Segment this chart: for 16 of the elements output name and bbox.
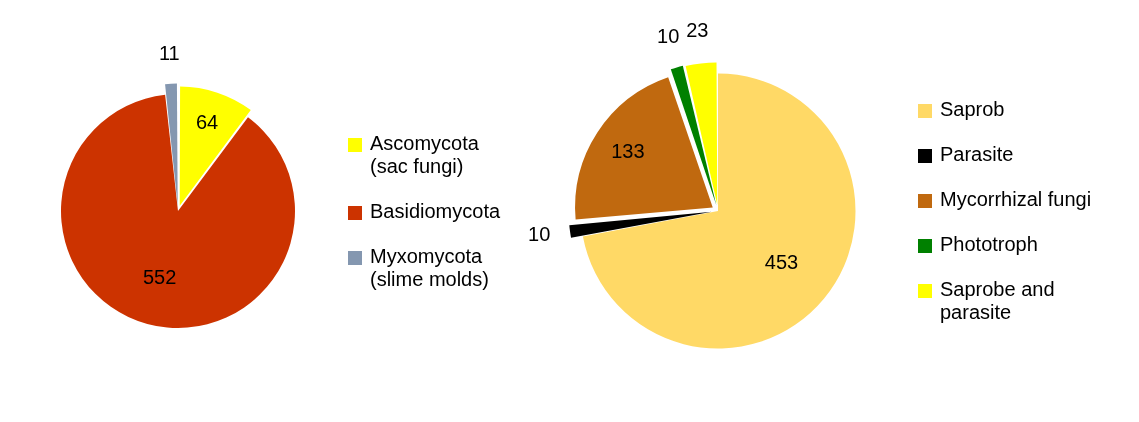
data-label: 10 — [528, 223, 551, 246]
legend-label: Ascomycota (sac fungi) — [370, 131, 480, 178]
data-label: 552 — [142, 266, 177, 289]
data-label: 64 — [195, 111, 219, 134]
data-label: 133 — [611, 139, 645, 162]
data-label: 11 — [158, 41, 180, 64]
data-label: 453 — [764, 251, 799, 274]
legend-label: Phototroph — [940, 233, 1038, 256]
legend-label: Myxomycota (slime molds) — [370, 244, 490, 291]
data-label: 10 — [657, 25, 680, 48]
legend-label: Saprobe and parasite — [940, 278, 1056, 324]
data-label: 23 — [686, 19, 709, 42]
legend-label: Parasite — [940, 143, 1014, 166]
legend-label: Saprob — [940, 98, 1005, 121]
legend-label: Basidiomycota — [370, 199, 501, 223]
legend-label: Mycorrhizal fungi — [940, 188, 1092, 211]
